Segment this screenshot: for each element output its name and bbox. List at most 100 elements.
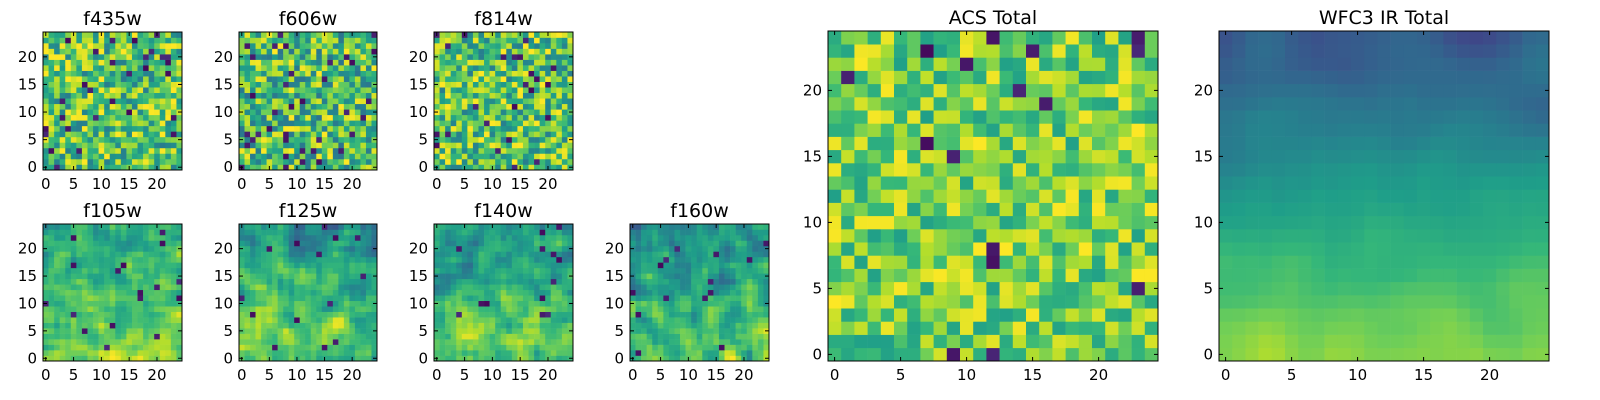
heatmap-cell [528, 37, 535, 44]
heatmap-cell [522, 153, 529, 160]
x-tick-label: 5 [265, 366, 275, 384]
heatmap-cell [360, 284, 367, 291]
heatmap-cell [1144, 281, 1159, 296]
heatmap-cell [170, 300, 177, 307]
heatmap-cell [556, 125, 563, 132]
heatmap-cell [93, 339, 99, 345]
heatmap-cell [663, 251, 670, 258]
heatmap-cell [48, 355, 55, 362]
heatmap-cell [338, 147, 345, 154]
heatmap-cell [98, 295, 105, 302]
heatmap-cell [59, 65, 66, 71]
heatmap-cell [550, 48, 557, 55]
heatmap-cell [338, 32, 345, 38]
heatmap-cell [456, 131, 463, 138]
heatmap-cell [261, 273, 267, 280]
heatmap-cell [294, 328, 301, 334]
heatmap-cell [327, 229, 334, 236]
heatmap-cell [288, 54, 295, 60]
heatmap-cell [1026, 242, 1040, 256]
heatmap-cell [131, 98, 138, 105]
heatmap-cell [98, 339, 105, 345]
heatmap-cell [517, 43, 524, 49]
heatmap-cell [277, 136, 284, 143]
heatmap-cell [137, 240, 144, 247]
heatmap-cell [539, 164, 546, 171]
heatmap-cell [299, 76, 306, 82]
heatmap-cell [735, 328, 742, 334]
heatmap-cell [148, 278, 155, 285]
heatmap-cell [517, 256, 524, 263]
heatmap-cell [104, 251, 111, 258]
heatmap-cell [365, 300, 372, 307]
heatmap-cell [1065, 163, 1080, 177]
heatmap-cell [176, 98, 183, 105]
y-tick-label: 20 [409, 240, 428, 258]
heatmap-cell [288, 256, 295, 263]
heatmap-cell [115, 251, 122, 258]
heatmap-cell [54, 131, 60, 138]
heatmap-cell [1078, 176, 1093, 190]
heatmap-cell [999, 255, 1014, 269]
heatmap-cell [360, 289, 367, 296]
heatmap-cell [354, 59, 361, 66]
heatmap-cell [495, 164, 502, 171]
heatmap-cell [321, 273, 328, 280]
heatmap-cell [456, 229, 463, 236]
heatmap-cell [534, 328, 540, 334]
heatmap-cell [641, 278, 647, 285]
heatmap-cell [439, 153, 446, 160]
heatmap-cell [159, 273, 166, 280]
heatmap-cell [500, 131, 507, 138]
heatmap-cell [104, 273, 111, 280]
heatmap-cell [707, 284, 714, 291]
heatmap-cell [528, 158, 535, 165]
heatmap-cell [338, 37, 345, 44]
heatmap-cell [305, 54, 312, 60]
heatmap-cell [176, 32, 183, 38]
heatmap-cell [332, 251, 339, 258]
heatmap-cell [1026, 308, 1040, 322]
heatmap-cell [54, 300, 60, 307]
heatmap-cell [176, 339, 183, 345]
heatmap-cell [517, 125, 524, 132]
heatmap-cell [98, 273, 105, 280]
heatmap-cell [757, 300, 764, 307]
heatmap-cell [120, 32, 127, 38]
heatmap-cell [1092, 215, 1106, 230]
heatmap-cell [867, 229, 882, 243]
heatmap-cell [137, 229, 144, 236]
heatmap-cell [691, 224, 698, 230]
heatmap-cell [239, 234, 245, 241]
heatmap-cell [517, 87, 524, 94]
heatmap-cell [933, 334, 948, 349]
heatmap-cell [517, 48, 524, 55]
heatmap-cell [59, 295, 66, 302]
heatmap-cell [500, 306, 507, 312]
heatmap-cell [746, 300, 753, 307]
heatmap-cell [343, 70, 350, 77]
heatmap-cell [663, 322, 670, 329]
heatmap-cell [104, 92, 111, 99]
heatmap-cell [445, 76, 451, 82]
heatmap-cell [534, 59, 540, 66]
heatmap-cell [126, 147, 133, 154]
heatmap-cell [680, 328, 686, 334]
heatmap-cell [272, 109, 278, 116]
heatmap-cell [550, 98, 557, 105]
heatmap-cell [517, 136, 524, 143]
heatmap-cell [550, 350, 557, 356]
heatmap-cell [545, 300, 552, 307]
heatmap-cell [528, 339, 535, 345]
heatmap-cell [148, 81, 155, 88]
heatmap-cell [461, 322, 468, 329]
heatmap-cell [1144, 334, 1159, 349]
heatmap-cell [371, 98, 378, 105]
heatmap-cell [757, 278, 764, 285]
heatmap-cell [59, 136, 66, 143]
heatmap-cell [500, 37, 507, 44]
heatmap-cell [266, 109, 273, 116]
heatmap-cells [828, 31, 1159, 362]
heatmap-cell [305, 262, 312, 269]
heatmap-cell [310, 43, 317, 49]
